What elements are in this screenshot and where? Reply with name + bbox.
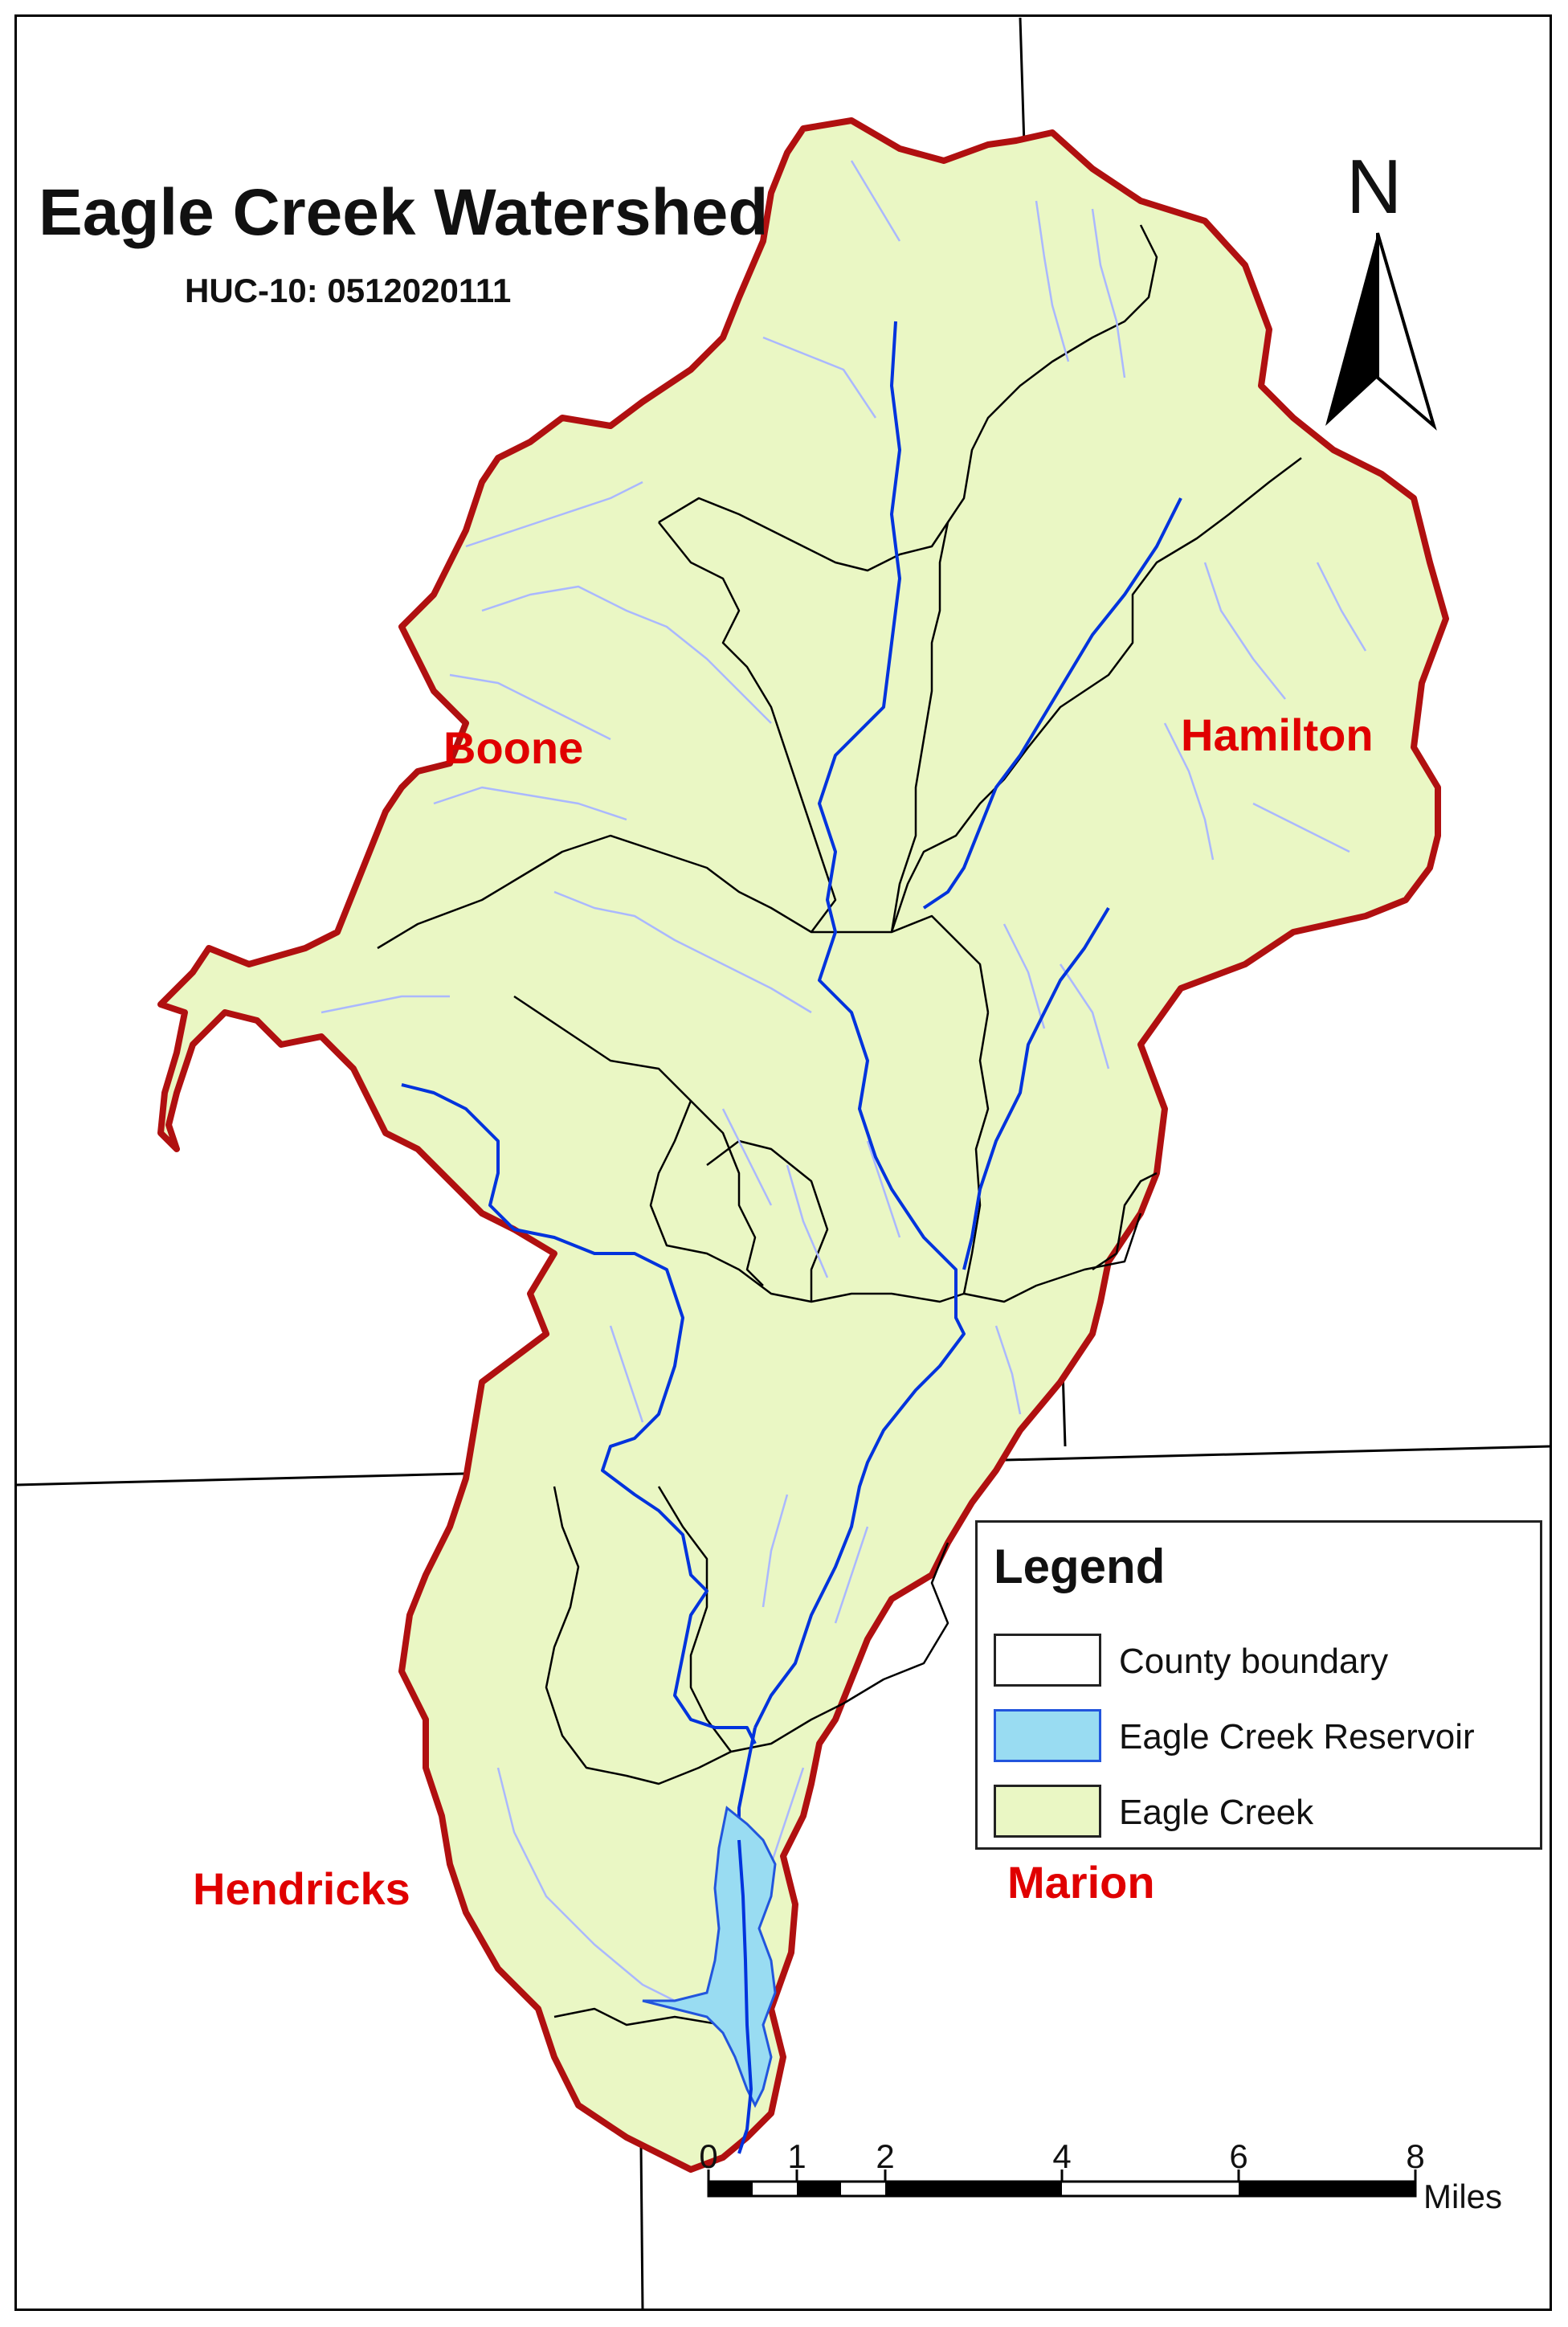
scale-tick-label: 2 xyxy=(876,2137,895,2175)
north-arrow xyxy=(1325,232,1437,431)
legend: Legend County boundary Eagle Creek Reser… xyxy=(975,1520,1542,1850)
subbasin-line xyxy=(377,834,990,1013)
minor-stream xyxy=(449,673,611,741)
scale-tick-label: 6 xyxy=(1229,2137,1248,2175)
scale-tick-label: 1 xyxy=(787,2137,806,2175)
legend-label: Eagle Creek Reservoir xyxy=(1119,1717,1475,1756)
map-title: Eagle Creek Watershed xyxy=(39,176,769,249)
minor-stream xyxy=(762,336,877,419)
county-label-hamilton: Hamilton xyxy=(1181,710,1374,760)
subbasin-line xyxy=(890,521,949,933)
legend-label: Eagle Creek xyxy=(1119,1793,1314,1832)
minor-stream xyxy=(465,481,643,548)
north-arrow-left-half xyxy=(1325,233,1378,426)
minor-stream xyxy=(850,160,901,242)
north-arrow-right-half xyxy=(1376,232,1437,431)
minor-stream xyxy=(1035,200,1070,362)
scale-tick-label: 4 xyxy=(1052,2137,1072,2175)
legend-item-eagle-creek: Eagle Creek xyxy=(994,1785,1532,1841)
minor-stream xyxy=(496,1767,692,2010)
minor-stream xyxy=(1002,923,1046,1029)
legend-label: County boundary xyxy=(1119,1642,1389,1681)
county-label-marion: Marion xyxy=(1007,1857,1155,1908)
scale-unit-label: Miles xyxy=(1423,2178,1503,2215)
north-arrow-letter: N xyxy=(1346,144,1403,230)
legend-title: Legend xyxy=(994,1540,1166,1593)
legend-swatch-eagle-creek xyxy=(994,1785,1101,1838)
minor-stream xyxy=(553,890,812,1014)
subbasin-line xyxy=(513,995,965,1303)
minor-stream xyxy=(433,786,627,821)
minor-stream xyxy=(866,1140,901,1238)
legend-swatch-reservoir xyxy=(994,1709,1101,1762)
minor-stream xyxy=(721,1108,773,1206)
county-label-hendricks: Hendricks xyxy=(193,1863,410,1914)
subbasin-line xyxy=(1092,1172,1158,1271)
map-subtitle: HUC-10: 0512020111 xyxy=(185,272,512,309)
minor-stream xyxy=(1163,722,1215,861)
legend-swatch-county-boundary xyxy=(994,1634,1101,1687)
subbasin-line xyxy=(545,1486,732,1785)
minor-stream xyxy=(1059,963,1110,1069)
minor-stream xyxy=(1252,802,1350,853)
scale-bar-segment xyxy=(708,2182,753,2196)
minor-stream xyxy=(786,1164,829,1278)
legend-item-county-boundary: County boundary xyxy=(994,1634,1532,1690)
minor-stream xyxy=(1203,562,1286,700)
eagle-creek-main-stem xyxy=(753,321,966,1728)
subbasin-line xyxy=(963,1213,1142,1303)
county-label-boone: Boone xyxy=(443,722,584,773)
scale-bar xyxy=(707,2170,1417,2198)
watershed-area xyxy=(157,117,1449,2173)
minor-streams xyxy=(321,160,1367,2010)
minor-stream xyxy=(1316,562,1367,652)
legend-item-reservoir: Eagle Creek Reservoir xyxy=(994,1709,1532,1765)
subbasin-line xyxy=(657,1486,732,1752)
west-tributary xyxy=(401,1083,757,1744)
minor-stream xyxy=(1091,208,1126,378)
scale-bar-segment xyxy=(797,2182,841,2196)
reservoir-channel xyxy=(737,1839,753,2154)
subbasin-line xyxy=(690,1100,764,1286)
scale-bar-segment xyxy=(1239,2182,1415,2196)
subbasin-line xyxy=(890,457,1302,933)
minor-stream xyxy=(609,1325,644,1423)
east-tributary xyxy=(922,497,1182,910)
minor-stream xyxy=(834,1526,869,1624)
subbasin-line xyxy=(730,1542,949,1753)
minor-stream xyxy=(321,995,450,1014)
subbasin-line xyxy=(962,1012,990,1294)
east-tributary xyxy=(962,906,1110,1270)
minor-stream xyxy=(770,1767,805,1865)
scale-bar-segment xyxy=(885,2182,1062,2196)
scale-tick-label: 8 xyxy=(1406,2137,1425,2175)
subbasin-line xyxy=(658,521,837,933)
main-streams xyxy=(401,321,1182,1840)
scale-tick-label: 0 xyxy=(699,2137,718,2175)
minor-stream xyxy=(994,1325,1022,1415)
minor-stream xyxy=(762,1494,789,1608)
subbasin-line xyxy=(658,224,1158,572)
minor-stream xyxy=(481,585,772,724)
